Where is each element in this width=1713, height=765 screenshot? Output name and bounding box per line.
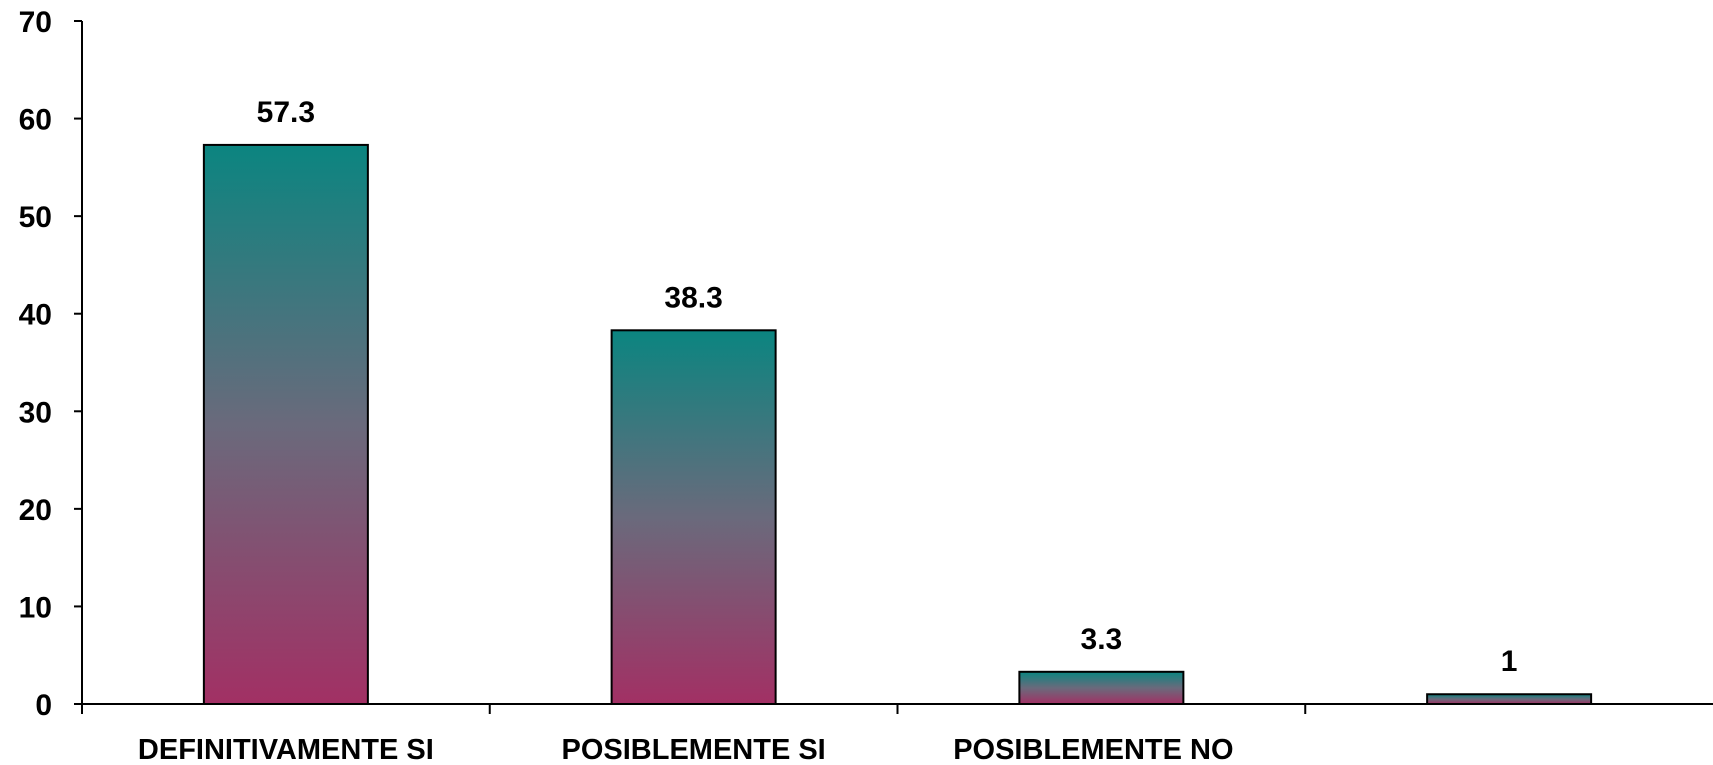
bar — [1426, 693, 1593, 706]
bar — [202, 143, 369, 705]
category-label: DEFINITIVAMENTE SI — [138, 734, 434, 765]
y-axis-ticks: 0 10 20 30 40 50 60 70 — [19, 6, 82, 722]
y-tick-label: 40 — [19, 299, 52, 332]
bar — [610, 329, 777, 705]
y-tick-label: 60 — [19, 104, 52, 137]
category-label: POSIBLEMENTE NO — [953, 734, 1233, 765]
category-label: POSIBLEMENTE SI — [561, 734, 825, 765]
y-tick-label: 70 — [19, 6, 52, 39]
bar-value-label: 38.3 — [664, 281, 722, 314]
bars — [202, 143, 1593, 706]
y-tick-label: 30 — [19, 396, 52, 429]
bar — [1018, 670, 1185, 706]
x-axis-ticks — [81, 704, 1307, 714]
y-tick-label: 0 — [35, 689, 52, 722]
bar-value-label: 1 — [1501, 645, 1518, 678]
category-labels: DEFINITIVAMENTE SI POSIBLEMENTE SI POSIBLE… — [138, 734, 1234, 765]
y-tick-label: 10 — [19, 591, 52, 624]
data-labels: 57.3 38.3 3.3 1 — [257, 96, 1518, 678]
bar-value-label: 57.3 — [257, 96, 315, 129]
y-tick-label: 50 — [19, 201, 52, 234]
bar-value-label: 3.3 — [1081, 623, 1123, 656]
y-tick-label: 20 — [19, 494, 52, 527]
